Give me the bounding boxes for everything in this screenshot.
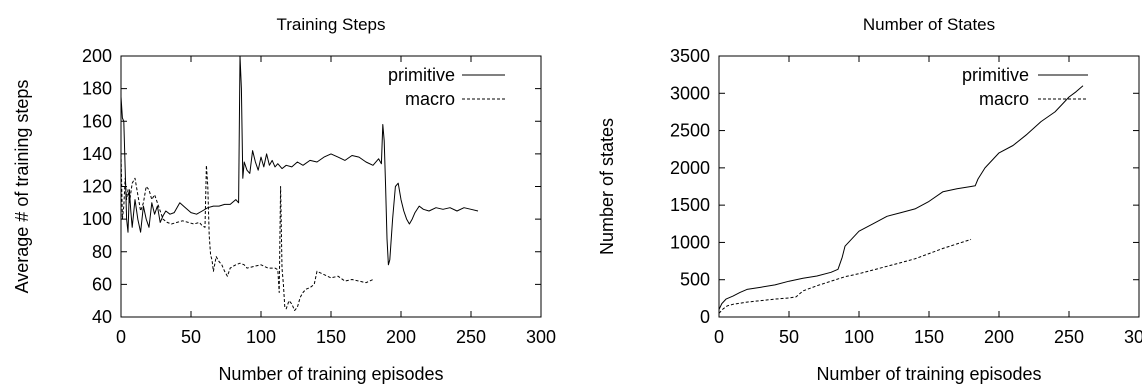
y-tick-label: 2000 (670, 158, 710, 178)
x-axis-label: Number of training episodes (816, 364, 1041, 384)
x-tick-label: 50 (181, 327, 201, 347)
series-group (120, 55, 479, 311)
series-group (718, 85, 1084, 314)
x-axis-label: Number of training episodes (218, 364, 443, 384)
x-tick-label: 0 (714, 327, 724, 347)
y-tick-label: 1000 (670, 232, 710, 252)
series-line-primitive (718, 85, 1084, 310)
axis-ticks (120, 55, 542, 318)
axis-ticks (718, 55, 1140, 318)
y-tick-label: 180 (82, 79, 112, 99)
plot-frame (718, 55, 1140, 318)
x-tick-label: 300 (526, 327, 556, 347)
y-tick-label: 80 (92, 242, 112, 262)
y-tick-label: 3000 (670, 83, 710, 103)
x-tick-label: 250 (456, 327, 486, 347)
legend: primitive macro (388, 65, 505, 109)
x-tick-label: 0 (116, 327, 126, 347)
series-line-macro (718, 238, 972, 314)
x-tick-label: 200 (984, 327, 1014, 347)
series-line-macro (120, 153, 374, 311)
x-tick-label: 150 (914, 327, 944, 347)
legend-label-primitive: primitive (388, 65, 455, 85)
x-tick-label: 100 (246, 327, 276, 347)
chart-title: Training Steps (277, 15, 386, 34)
legend: primitive macro (962, 65, 1088, 109)
legend-label-primitive: primitive (962, 65, 1029, 85)
chart-training-steps: Training Steps Number of training episod… (12, 15, 556, 384)
series-line-primitive (120, 55, 479, 266)
x-tick-label: 50 (779, 327, 799, 347)
y-axis-label: Number of states (597, 118, 617, 255)
axis-tick-labels: 0501001502002503000500100015002000250030… (670, 46, 1142, 347)
y-tick-label: 1500 (670, 195, 710, 215)
y-axis-label: Average # of training steps (12, 80, 32, 294)
y-tick-label: 200 (82, 46, 112, 66)
chart-title: Number of States (863, 15, 995, 34)
y-tick-label: 3500 (670, 46, 710, 66)
y-tick-label: 140 (82, 144, 112, 164)
chart-number-of-states: Number of States Number of training epis… (597, 15, 1142, 384)
x-tick-label: 250 (1054, 327, 1084, 347)
y-tick-label: 120 (82, 177, 112, 197)
axis-tick-labels: 0 50 100 150 200 250 300 40 60 80 100 120 140 160 180 2… (82, 46, 556, 347)
x-tick-label: 200 (386, 327, 416, 347)
x-tick-label: 300 (1124, 327, 1142, 347)
y-tick-label: 500 (680, 270, 710, 290)
y-tick-label: 60 (92, 274, 112, 294)
y-tick-label: 40 (92, 307, 112, 327)
x-tick-label: 150 (316, 327, 346, 347)
y-tick-label: 160 (82, 111, 112, 131)
legend-label-macro: macro (405, 89, 455, 109)
y-tick-label: 2500 (670, 121, 710, 141)
legend-label-macro: macro (979, 89, 1029, 109)
y-tick-label: 100 (82, 209, 112, 229)
plot-frame (120, 55, 542, 318)
y-tick-label: 0 (700, 307, 710, 327)
x-tick-label: 100 (844, 327, 874, 347)
